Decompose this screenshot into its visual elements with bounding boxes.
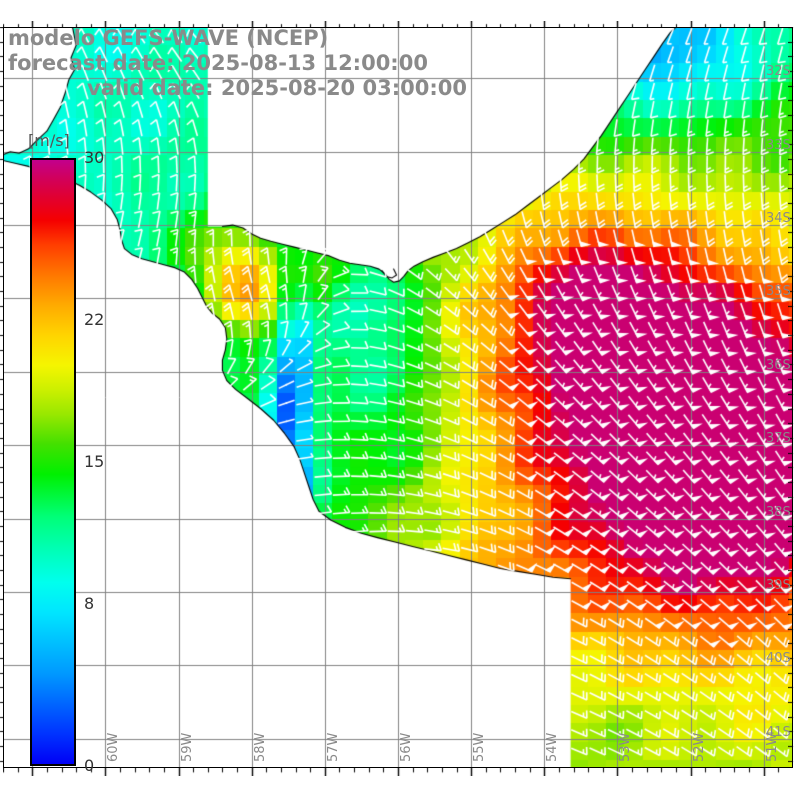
colorbar-tick-label: 15 [84, 452, 105, 471]
lon-tick-label: 52W [691, 732, 707, 762]
colorbar-tick-label: 8 [84, 593, 95, 613]
lat-tick-label: 36S [766, 357, 791, 373]
lat-tick-label: 35S [766, 284, 791, 300]
lon-tick-label: 59W [179, 732, 195, 762]
colorbar-tick-label: 22 [84, 310, 105, 330]
colorbar[interactable] [30, 158, 76, 766]
lat-tick-label: 34S [766, 211, 791, 227]
lon-tick-label: 56W [399, 732, 414, 762]
lon-tick-label: 55W [472, 732, 488, 762]
lat-tick-label: 40S [766, 651, 791, 667]
lat-tick-label: 38S [766, 504, 791, 520]
lon-tick-label: 58W [252, 732, 268, 762]
lon-tick-label: 60W [106, 732, 122, 762]
lon-tick-label: 54W [545, 732, 561, 762]
lon-tick-label: 57W [325, 732, 341, 762]
bottom-tick-ruler [3, 768, 793, 776]
lon-tick-label: 53W [618, 732, 634, 762]
lat-tick-label: 41S [766, 724, 791, 740]
colorbar-tick-label: 30 [84, 148, 105, 167]
lat-tick-label: 37S [766, 431, 791, 447]
lat-tick-label: 39S [766, 577, 791, 593]
colorbar-gradient [30, 158, 76, 766]
lat-tick-label: 32S [766, 64, 791, 80]
lat-tick-label: 33S [766, 137, 791, 153]
colorbar-tick-label: 0 [84, 756, 95, 775]
colorbar-units-label: [m/s] [28, 131, 70, 150]
lon-tick-label: 51W [764, 732, 780, 762]
wind-barb-overlay [3, 27, 793, 768]
map-plot-area[interactable] [3, 27, 793, 768]
